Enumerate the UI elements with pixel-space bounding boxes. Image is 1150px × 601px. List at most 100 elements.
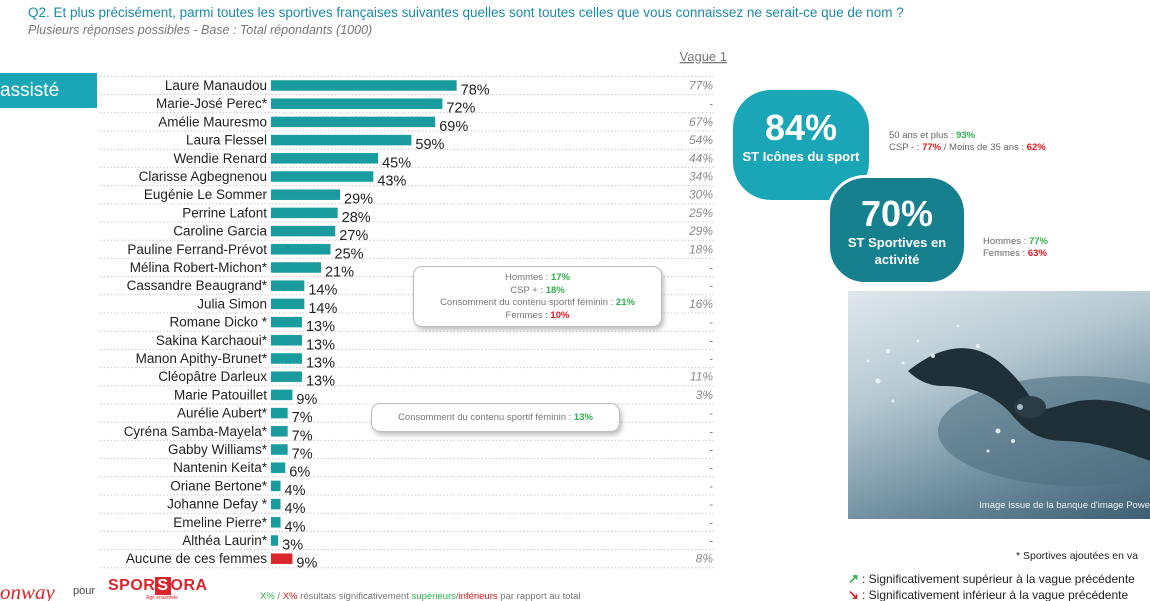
sporsora-logo: SPOR S ORA (108, 577, 208, 595)
category-label: Aucune de ces femmes (126, 551, 267, 566)
value-label: 72% (446, 101, 475, 117)
previous-wave-value: - (709, 424, 713, 438)
bar (271, 553, 293, 564)
value-label: 25% (335, 246, 364, 262)
bar (271, 80, 457, 91)
category-label: Manon Apithy-Brunet* (136, 351, 268, 366)
category-label: Laure Manaudou (165, 78, 267, 93)
callout-line: CSP + : 18% (510, 284, 565, 296)
swimmer-photo: Image issue de la banque d'image Powe (848, 291, 1150, 519)
previous-wave-value: - (709, 406, 713, 420)
previous-wave-value: - (709, 534, 713, 548)
previous-wave-value: 67% (689, 115, 713, 129)
onway-logo: onway (0, 580, 55, 601)
category-label: Pauline Ferrand-Prévot (127, 242, 267, 257)
value-label: 78% (461, 83, 490, 99)
category-label: Cyréna Samba-Mayela* (124, 424, 268, 439)
callout-box-cassandre: Hommes : 17% CSP + : 18% Consomment du c… (413, 266, 662, 327)
value-label: 29% (344, 192, 373, 208)
category-label: Julia Simon (197, 296, 267, 311)
value-label: 9% (296, 556, 317, 572)
footnote-added-athletes: * Sportives ajoutées en va (1016, 550, 1138, 562)
value-label: 14% (308, 283, 337, 299)
previous-wave-value: 16% (689, 297, 713, 311)
value-label: 28% (342, 210, 371, 226)
previous-wave-value: 34% (689, 170, 713, 184)
bar (271, 262, 321, 273)
callout-box-aurelie: Consomment du contenu sportif féminin : … (371, 403, 620, 432)
value-label: 14% (308, 301, 337, 317)
category-label: Eugénie Le Sommer (144, 187, 268, 202)
value-label: 43% (377, 174, 406, 190)
previous-wave-value: 11% (690, 370, 713, 384)
value-label: 7% (292, 447, 313, 463)
bar (271, 171, 374, 182)
bar (271, 280, 305, 291)
photo-caption: Image issue de la banque d'image Powe (979, 500, 1150, 511)
previous-wave-value: 18% (689, 242, 713, 256)
kpi-sportives-en-activite: 70% ST Sportives en activité (827, 175, 967, 285)
pour-text: pour (73, 585, 96, 597)
value-label: 21% (325, 265, 354, 281)
previous-wave-value: - (709, 515, 713, 529)
value-label: 7% (292, 428, 313, 444)
category-label: Marie-José Perec* (156, 96, 268, 111)
category-label: Romane Dicko * (169, 315, 267, 330)
side-note-actives: Hommes : 77% Femmes : 63% (983, 236, 1048, 259)
bar (271, 153, 379, 164)
bar (271, 517, 281, 528)
previous-wave-value: - (709, 461, 713, 475)
sporsora-tagline: Agir ensemble (146, 595, 178, 601)
category-label: Perrine Lafont (182, 205, 267, 220)
value-label: 69% (439, 119, 468, 135)
previous-wave-value: - (709, 333, 713, 347)
previous-wave-value: - (709, 261, 713, 275)
previous-wave-value: 44% (689, 151, 713, 165)
value-label: 45% (382, 155, 411, 171)
legend-down: ↘: Significativement inférieur à la vagu… (848, 587, 1129, 601)
bar (271, 298, 305, 310)
category-label: Laura Flessel (186, 133, 267, 148)
bar (271, 498, 281, 510)
previous-wave-value: 77% (689, 79, 713, 93)
category-label: Emeline Pierre* (173, 515, 268, 530)
previous-wave-value: - (709, 352, 713, 366)
bar (271, 244, 331, 255)
value-label: 13% (306, 374, 335, 390)
bar (271, 535, 279, 546)
arrow-up-icon: ↗ (848, 571, 859, 586)
bar (271, 98, 443, 109)
category-label: Caroline Garcia (173, 224, 267, 239)
callout-line: Hommes : 17% (505, 272, 570, 283)
bar (271, 407, 288, 419)
previous-wave-value: 8% (696, 552, 714, 566)
previous-wave-value: - (709, 443, 713, 457)
question-subtitle: Plusieurs réponses possibles - Base : To… (28, 23, 373, 37)
vague-header: Vague 1 (680, 49, 727, 64)
bar (271, 134, 412, 146)
bar (271, 462, 286, 473)
category-label: Cléopâtre Darleux (158, 369, 267, 384)
question-title: Q2. Et plus précisément, parmi toutes le… (28, 5, 904, 20)
value-label: 4% (285, 483, 306, 499)
bar (271, 316, 302, 328)
significance-note: X% / X% résultats significativement supé… (260, 591, 581, 601)
value-label: 13% (306, 356, 335, 372)
callout-line: Femmes : 10% (505, 309, 570, 321)
category-label: Oriane Bertone* (170, 478, 268, 493)
previous-wave-value: 25% (688, 206, 713, 220)
value-label: 13% (306, 319, 335, 335)
category-label: Marie Patouillet (174, 387, 267, 402)
bar (271, 335, 302, 346)
previous-wave-value: - (709, 97, 713, 111)
previous-wave-value: 29% (688, 224, 713, 238)
callout-line: Consomment du contenu sportif féminin : … (440, 297, 635, 308)
category-label: Nantenin Keita* (173, 460, 268, 475)
category-label: Johanne Defay * (167, 497, 268, 512)
category-label: Cassandre Beaugrand* (127, 278, 268, 293)
section-tab: assisté (0, 73, 97, 108)
value-label: 6% (289, 465, 310, 481)
previous-wave-value: - (709, 479, 713, 493)
bar (271, 444, 288, 455)
value-label: 7% (292, 410, 313, 426)
